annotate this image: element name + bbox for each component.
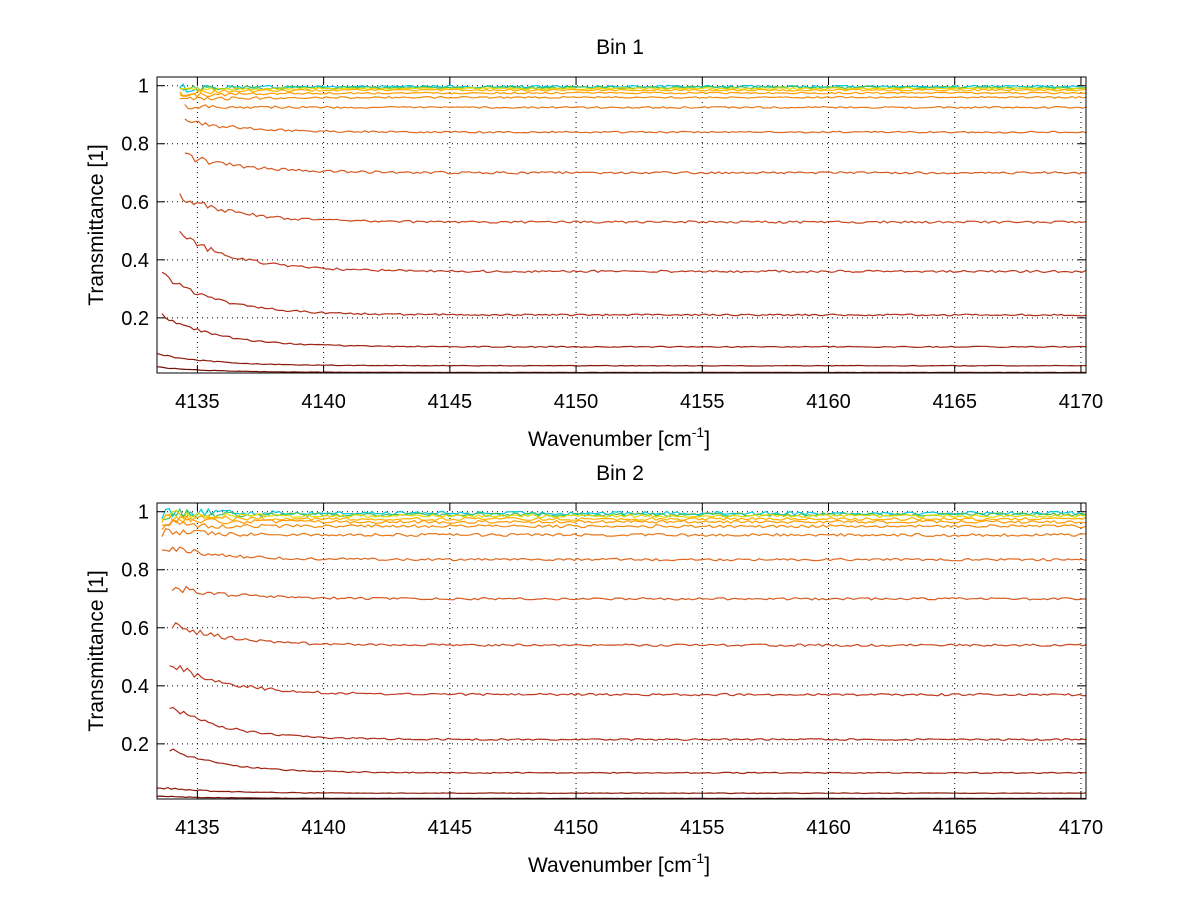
series-line-4 bbox=[179, 88, 1087, 97]
x-tick-label: 4160 bbox=[806, 391, 851, 413]
series-line-9 bbox=[184, 152, 1087, 175]
x-tick-label: 4170 bbox=[1059, 817, 1104, 839]
x-tick-label: 4155 bbox=[680, 391, 725, 413]
x-axis-label-end: ] bbox=[704, 854, 710, 877]
x-tick-label: 4150 bbox=[554, 817, 599, 839]
y-axis-label: Transmittance [1] bbox=[85, 144, 108, 305]
axes-frame bbox=[156, 502, 1087, 800]
x-tick-label: 4145 bbox=[428, 817, 473, 839]
plot-area: 4135 4140 4145 4150 4155 4160 4165 4170 0.2 0.4 0.… bbox=[121, 502, 1103, 839]
y-tick-label: 0.2 bbox=[121, 308, 149, 330]
x-tick-label: 4160 bbox=[806, 817, 851, 839]
series-line-10 bbox=[171, 621, 1087, 648]
series-line-12 bbox=[169, 706, 1087, 742]
chart-title: Bin 2 bbox=[596, 462, 644, 485]
series-line-11 bbox=[169, 664, 1087, 697]
x-tick-label: 4165 bbox=[932, 817, 977, 839]
series-line-7 bbox=[184, 104, 1087, 110]
x-axis-label: Wavenumber [cm-1] bbox=[528, 850, 710, 877]
x-axis-label-main: Wavenumber [cm bbox=[528, 854, 692, 877]
x-tick-label: 4170 bbox=[1059, 391, 1104, 413]
plot-area: 4135 4140 4145 4150 4155 4160 4165 4170 0.2 0.4 0.… bbox=[121, 76, 1103, 413]
series-line-5 bbox=[179, 91, 1087, 98]
y-tick-label: 1 bbox=[138, 76, 149, 98]
ticks: 4135 4140 4145 4150 4155 4160 4165 4170 0.2 0.4 0.… bbox=[121, 502, 1103, 839]
series-line-9 bbox=[171, 585, 1087, 601]
y-tick-label: 0.6 bbox=[121, 618, 149, 640]
series-group bbox=[156, 83, 1087, 374]
axes-frame bbox=[156, 76, 1087, 374]
series-line-11 bbox=[179, 230, 1087, 274]
panel-bin-2: Bin 2 4135 4140 4145 4150 4155 4160 4165 4170 0.… bbox=[85, 462, 1103, 877]
series-line-8 bbox=[161, 546, 1087, 562]
x-axis-label: Wavenumber [cm-1] bbox=[528, 424, 710, 451]
ticks: 4135 4140 4145 4150 4155 4160 4165 4170 0.2 0.4 0.… bbox=[121, 76, 1103, 413]
series-line-10 bbox=[179, 193, 1087, 224]
x-axis-label-superscript: -1 bbox=[692, 850, 705, 866]
x-tick-label: 4135 bbox=[175, 817, 220, 839]
x-axis-label-main: Wavenumber [cm bbox=[528, 428, 692, 451]
series-line-3 bbox=[179, 86, 1087, 93]
x-tick-label: 4140 bbox=[301, 817, 346, 839]
x-tick-label: 4135 bbox=[175, 391, 220, 413]
y-tick-label: 0.4 bbox=[121, 676, 149, 698]
x-axis-label-end: ] bbox=[704, 428, 710, 451]
y-axis-label: Transmittance [1] bbox=[85, 570, 108, 731]
series-line-7 bbox=[161, 527, 1087, 538]
x-tick-label: 4145 bbox=[428, 391, 473, 413]
y-tick-label: 0.8 bbox=[121, 134, 149, 156]
x-axis-label-superscript: -1 bbox=[692, 424, 705, 440]
series-line-4 bbox=[161, 514, 1087, 523]
series-line-1 bbox=[179, 83, 1087, 93]
y-tick-label: 0.2 bbox=[121, 734, 149, 756]
series-line-8 bbox=[184, 118, 1087, 134]
series-line-6 bbox=[161, 519, 1087, 530]
y-tick-label: 0.4 bbox=[121, 250, 149, 272]
series-line-5 bbox=[161, 516, 1087, 526]
y-tick-label: 0.6 bbox=[121, 192, 149, 214]
x-tick-label: 4155 bbox=[680, 817, 725, 839]
series-line-3 bbox=[161, 510, 1087, 521]
series-line-13 bbox=[169, 748, 1087, 775]
series-line-14 bbox=[156, 352, 1087, 367]
y-tick-label: 1 bbox=[138, 502, 149, 524]
y-tick-label: 0.8 bbox=[121, 560, 149, 582]
series-line-6 bbox=[179, 95, 1087, 101]
series-line-12 bbox=[161, 271, 1087, 317]
series-line-13 bbox=[161, 313, 1087, 349]
series-line-14 bbox=[156, 786, 1087, 795]
x-tick-label: 4165 bbox=[932, 391, 977, 413]
x-tick-label: 4150 bbox=[554, 391, 599, 413]
panel-bin-1: Bin 1 4135 4140 4145 4150 4155 4160 4165 4170 0.… bbox=[85, 36, 1103, 451]
x-tick-label: 4140 bbox=[301, 391, 346, 413]
chart-title: Bin 1 bbox=[596, 36, 644, 59]
